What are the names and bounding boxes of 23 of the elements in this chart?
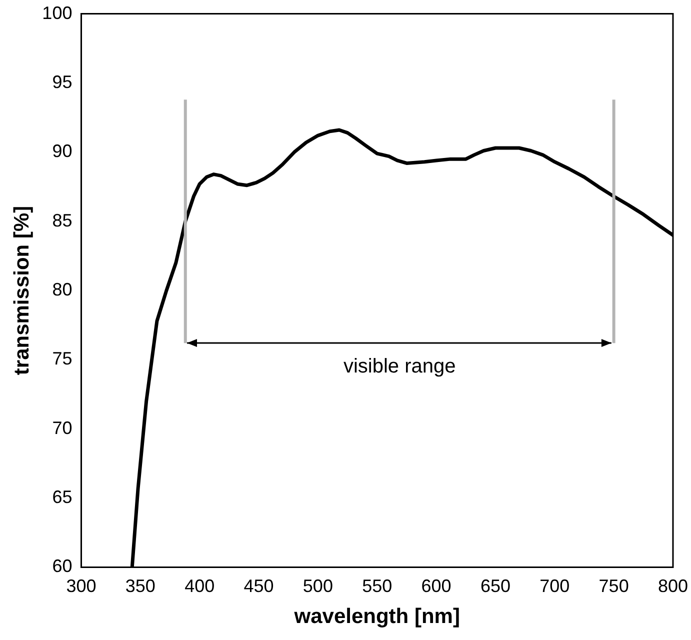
x-axis-title: wavelength [nm] [293, 605, 460, 628]
x-tick-label: 700 [540, 576, 570, 596]
x-tick-label: 500 [302, 576, 333, 596]
y-axis-title: transmission [%] [10, 206, 34, 376]
x-tick-label: 300 [66, 576, 96, 596]
y-tick-label: 85 [52, 210, 72, 230]
y-tick-label: 60 [52, 556, 72, 576]
x-tick-label: 450 [244, 576, 274, 596]
x-tick-label: 400 [184, 576, 215, 596]
x-tick-label: 650 [480, 576, 510, 596]
annotation: visible range [343, 356, 456, 378]
y-tick-label: 90 [52, 141, 72, 162]
y-tick-label: 95 [52, 72, 72, 92]
y-tick-label: 65 [52, 486, 72, 507]
x-tick-label: 550 [362, 576, 392, 596]
x-tick-label: 600 [421, 576, 452, 596]
y-tick-label: 70 [52, 418, 72, 438]
x-tick-label: 350 [125, 576, 156, 596]
y-tick-label: 80 [52, 279, 72, 300]
x-tick-label: 750 [598, 576, 629, 596]
y-tick-label: 100 [42, 2, 72, 23]
x-tick-label: 800 [658, 576, 688, 596]
y-tick-label: 75 [52, 348, 72, 369]
